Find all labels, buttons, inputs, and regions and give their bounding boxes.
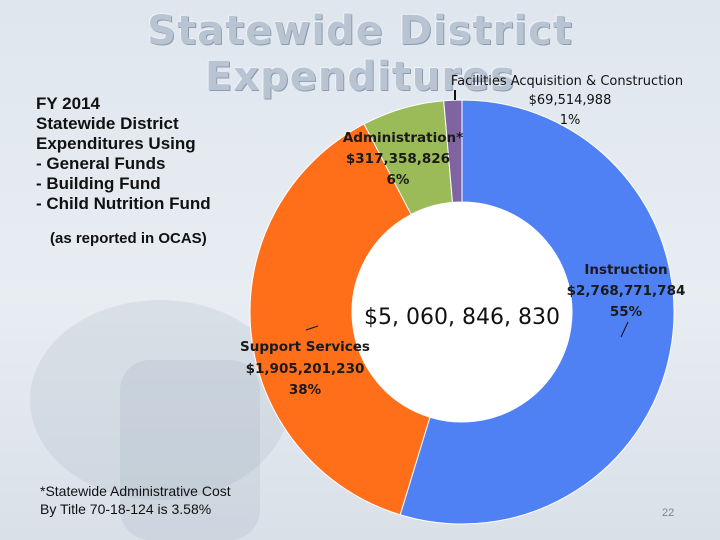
facilities-name-label: Facilities Acquisition & Construction xyxy=(451,74,683,89)
facilities-value-label: $69,514,988 xyxy=(529,93,612,108)
description-line: Statewide District xyxy=(36,114,179,133)
footnote-line: *Statewide Administrative Cost xyxy=(40,483,231,499)
page-title: Statewide District Expenditures xyxy=(147,8,573,100)
footnote: *Statewide Administrative Cost By Title … xyxy=(40,482,272,518)
chart-description: FY 2014 Statewide District Expenditures … xyxy=(36,94,266,214)
support-services-value-label: $1,905,201,230 xyxy=(246,361,365,377)
donut-hole xyxy=(352,202,572,422)
description-line: Expenditures Using xyxy=(36,134,196,153)
donut-slices xyxy=(249,99,675,525)
instruction-leader-line xyxy=(620,321,629,338)
instruction-name-label: Instruction xyxy=(584,262,667,278)
support-services-name-label: Support Services xyxy=(240,339,370,355)
footnote-line: By Title 70-18-124 is 3.58% xyxy=(40,501,212,517)
background-dome-shape xyxy=(30,300,290,500)
description-line: - General Funds xyxy=(36,154,166,173)
instruction-value-label: $2,768,771,784 xyxy=(567,283,686,299)
administration-value-label: $317,358,826 xyxy=(346,151,450,167)
description-line: FY 2014 xyxy=(36,94,100,113)
administration-percent-label: 6% xyxy=(387,172,410,188)
support-services-percent-label: 38% xyxy=(289,382,322,398)
administration-name-label: Administration* xyxy=(343,130,463,146)
description-line: - Child Nutrition Fund xyxy=(36,194,211,213)
instruction-percent-label: 55% xyxy=(610,304,643,320)
description-line: - Building Fund xyxy=(36,174,161,193)
page-number: 22 xyxy=(662,507,675,519)
facilities-percent-label: 1% xyxy=(560,113,581,128)
support-services-leader-line xyxy=(305,325,319,331)
background-column-shape xyxy=(120,360,260,540)
source-note: (as reported in OCAS) xyxy=(50,230,207,247)
center-total-label: $5, 060, 846, 830 xyxy=(364,305,560,330)
